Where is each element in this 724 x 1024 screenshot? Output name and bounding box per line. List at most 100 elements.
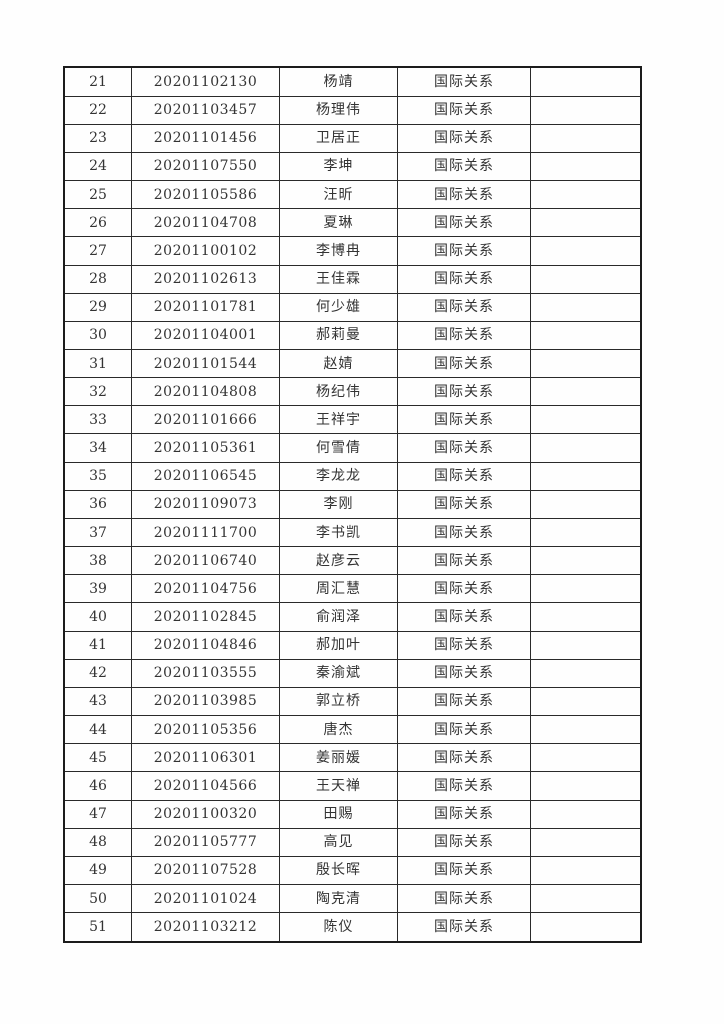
row-number-cell: 34 bbox=[63, 433, 132, 463]
row-number-cell: 39 bbox=[63, 574, 132, 604]
student-name-cell: 王佳霖 bbox=[279, 264, 398, 294]
student-id-cell: 20201104808 bbox=[131, 377, 280, 407]
table-row: 41 20201104846 郝加叶 国际关系 bbox=[63, 630, 642, 660]
table-row: 30 20201104001 郝莉曼 国际关系 bbox=[63, 320, 642, 351]
table-row: 21 20201102130 杨靖 国际关系 bbox=[63, 66, 642, 97]
row-number-cell: 31 bbox=[63, 348, 132, 379]
student-id-cell: 20201105356 bbox=[131, 715, 280, 745]
student-name-cell: 俞润泽 bbox=[279, 602, 398, 632]
empty-note-cell bbox=[530, 686, 642, 717]
row-number-cell: 42 bbox=[63, 658, 132, 688]
table-row: 45 20201106301 姜丽媛 国际关系 bbox=[63, 743, 642, 773]
row-number-cell: 23 bbox=[63, 123, 132, 153]
table-row: 50 20201101024 陶克清 国际关系 bbox=[63, 883, 642, 914]
department-cell: 国际关系 bbox=[397, 546, 531, 576]
empty-note-cell bbox=[530, 799, 642, 829]
student-name-cell: 卫居正 bbox=[279, 123, 398, 153]
department-cell: 国际关系 bbox=[397, 236, 531, 266]
student-id-cell: 20201104001 bbox=[131, 320, 280, 351]
table-row: 22 20201103457 杨理伟 国际关系 bbox=[63, 95, 642, 125]
row-number-cell: 37 bbox=[63, 517, 132, 548]
row-number-cell: 25 bbox=[63, 180, 132, 210]
row-number-cell: 21 bbox=[63, 66, 132, 97]
student-id-cell: 20201107528 bbox=[131, 855, 280, 885]
table-row: 51 20201103212 陈仪 国际关系 bbox=[63, 912, 642, 943]
row-number-cell: 30 bbox=[63, 320, 132, 351]
table-row: 46 20201104566 王天禅 国际关系 bbox=[63, 771, 642, 801]
student-name-cell: 赵彦云 bbox=[279, 546, 398, 576]
row-number-cell: 45 bbox=[63, 743, 132, 773]
student-name-cell: 陶克清 bbox=[279, 883, 398, 914]
student-name-cell: 杨理伟 bbox=[279, 95, 398, 125]
department-cell: 国际关系 bbox=[397, 771, 531, 801]
empty-note-cell bbox=[530, 461, 642, 491]
student-id-cell: 20201107550 bbox=[131, 151, 280, 182]
empty-note-cell bbox=[530, 630, 642, 660]
row-number-cell: 32 bbox=[63, 377, 132, 407]
student-roster-table: 21 20201102130 杨靖 国际关系 22 20201103457 杨理伟 国际关系 2… bbox=[63, 66, 642, 943]
empty-note-cell bbox=[530, 320, 642, 351]
student-name-cell: 唐杰 bbox=[279, 715, 398, 745]
department-cell: 国际关系 bbox=[397, 574, 531, 604]
student-id-cell: 20201102130 bbox=[131, 66, 280, 97]
department-cell: 国际关系 bbox=[397, 517, 531, 548]
student-name-cell: 高见 bbox=[279, 827, 398, 857]
table-row: 35 20201106545 李龙龙 国际关系 bbox=[63, 461, 642, 491]
department-cell: 国际关系 bbox=[397, 489, 531, 519]
row-number-cell: 46 bbox=[63, 771, 132, 801]
table-row: 26 20201104708 夏琳 国际关系 bbox=[63, 208, 642, 238]
student-id-cell: 20201103457 bbox=[131, 95, 280, 125]
student-name-cell: 夏琳 bbox=[279, 208, 398, 238]
student-id-cell: 20201102613 bbox=[131, 264, 280, 294]
student-id-cell: 20201109073 bbox=[131, 489, 280, 519]
empty-note-cell bbox=[530, 715, 642, 745]
department-cell: 国际关系 bbox=[397, 320, 531, 351]
table-row: 38 20201106740 赵彦云 国际关系 bbox=[63, 546, 642, 576]
student-name-cell: 郝莉曼 bbox=[279, 320, 398, 351]
student-id-cell: 20201111700 bbox=[131, 517, 280, 548]
department-cell: 国际关系 bbox=[397, 292, 531, 322]
student-id-cell: 20201100102 bbox=[131, 236, 280, 266]
empty-note-cell bbox=[530, 66, 642, 97]
student-name-cell: 李书凯 bbox=[279, 517, 398, 548]
student-id-cell: 20201103555 bbox=[131, 658, 280, 688]
student-name-cell: 郭立桥 bbox=[279, 686, 398, 717]
department-cell: 国际关系 bbox=[397, 827, 531, 857]
table-row: 27 20201100102 李博冉 国际关系 bbox=[63, 236, 642, 266]
table-row: 40 20201102845 俞润泽 国际关系 bbox=[63, 602, 642, 632]
department-cell: 国际关系 bbox=[397, 855, 531, 885]
table-row: 33 20201101666 王祥宇 国际关系 bbox=[63, 405, 642, 435]
department-cell: 国际关系 bbox=[397, 264, 531, 294]
roster-body: 21 20201102130 杨靖 国际关系 22 20201103457 杨理伟 国际关系 2… bbox=[63, 66, 642, 943]
student-id-cell: 20201103212 bbox=[131, 912, 280, 943]
department-cell: 国际关系 bbox=[397, 405, 531, 435]
row-number-cell: 44 bbox=[63, 715, 132, 745]
student-name-cell: 何少雄 bbox=[279, 292, 398, 322]
student-id-cell: 20201101544 bbox=[131, 348, 280, 379]
student-name-cell: 李博冉 bbox=[279, 236, 398, 266]
table-row: 25 20201105586 汪昕 国际关系 bbox=[63, 180, 642, 210]
empty-note-cell bbox=[530, 827, 642, 857]
student-name-cell: 田赐 bbox=[279, 799, 398, 829]
row-number-cell: 35 bbox=[63, 461, 132, 491]
row-number-cell: 36 bbox=[63, 489, 132, 519]
student-name-cell: 陈仪 bbox=[279, 912, 398, 943]
empty-note-cell bbox=[530, 433, 642, 463]
empty-note-cell bbox=[530, 264, 642, 294]
row-number-cell: 51 bbox=[63, 912, 132, 943]
row-number-cell: 49 bbox=[63, 855, 132, 885]
empty-note-cell bbox=[530, 771, 642, 801]
student-name-cell: 赵婧 bbox=[279, 348, 398, 379]
department-cell: 国际关系 bbox=[397, 799, 531, 829]
table-row: 34 20201105361 何雪倩 国际关系 bbox=[63, 433, 642, 463]
department-cell: 国际关系 bbox=[397, 377, 531, 407]
empty-note-cell bbox=[530, 208, 642, 238]
empty-note-cell bbox=[530, 180, 642, 210]
student-id-cell: 20201104756 bbox=[131, 574, 280, 604]
department-cell: 国际关系 bbox=[397, 715, 531, 745]
table-row: 39 20201104756 周汇慧 国际关系 bbox=[63, 574, 642, 604]
student-id-cell: 20201101666 bbox=[131, 405, 280, 435]
student-name-cell: 王天禅 bbox=[279, 771, 398, 801]
empty-note-cell bbox=[530, 912, 642, 943]
student-id-cell: 20201100320 bbox=[131, 799, 280, 829]
